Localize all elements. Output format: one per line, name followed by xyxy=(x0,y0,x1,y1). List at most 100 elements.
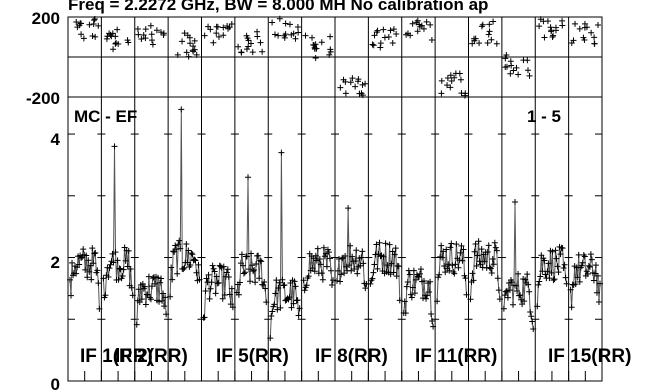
phase-point xyxy=(478,23,485,30)
amp-point xyxy=(456,257,463,264)
amp-point xyxy=(141,283,148,290)
phase-point xyxy=(591,34,598,41)
amp-point xyxy=(73,270,80,277)
phase-point xyxy=(547,24,554,31)
amp-point xyxy=(201,314,208,321)
phase-point xyxy=(108,33,115,40)
amp-point xyxy=(514,288,521,295)
amp-point xyxy=(412,276,419,283)
amp-point xyxy=(69,259,76,266)
amp-point xyxy=(87,262,94,269)
phase-point xyxy=(138,35,145,42)
phase-point xyxy=(503,52,510,59)
phase-point xyxy=(358,90,365,97)
phase-point xyxy=(286,21,293,28)
phase-point xyxy=(403,31,410,38)
amp-point xyxy=(386,241,393,248)
amp-point xyxy=(291,278,298,285)
amp-point xyxy=(268,312,275,319)
amp-point xyxy=(451,270,458,277)
amp-point xyxy=(188,250,195,257)
amp-ytick-0: 0 xyxy=(51,375,60,392)
amp-point xyxy=(96,305,103,312)
phase-point xyxy=(142,26,149,33)
phase-point xyxy=(235,43,242,50)
amp-point xyxy=(359,248,366,255)
phase-point xyxy=(78,20,85,27)
amp-point xyxy=(196,276,203,283)
phase-point xyxy=(387,27,394,34)
amp-point xyxy=(158,275,165,282)
amp-point xyxy=(169,276,176,283)
phase-point xyxy=(135,31,142,38)
phase-point xyxy=(536,23,543,30)
phase-point xyxy=(503,63,510,70)
amp-point xyxy=(68,292,75,299)
amp-series-line xyxy=(203,264,234,319)
phase-point xyxy=(447,72,454,79)
amp-point xyxy=(185,247,192,254)
if-label-6: IF 15(RR) xyxy=(548,346,631,367)
amp-point xyxy=(95,280,102,287)
amp-point xyxy=(336,256,343,263)
amp-point xyxy=(563,280,570,287)
amp-point xyxy=(328,281,335,288)
amp-point xyxy=(554,263,561,270)
phase-point xyxy=(420,25,427,32)
amp-point xyxy=(485,242,492,249)
phase-point xyxy=(201,32,208,39)
amp-point xyxy=(486,264,493,271)
amp-point xyxy=(119,273,126,280)
amp-point xyxy=(470,277,477,284)
amp-point xyxy=(453,241,460,248)
amp-point xyxy=(319,276,326,283)
amp-point xyxy=(588,256,595,263)
phase-point xyxy=(309,34,316,41)
amp-point xyxy=(545,260,552,267)
amp-point xyxy=(92,249,99,256)
amp-point xyxy=(393,273,400,280)
amp-point xyxy=(546,275,553,282)
amp-point xyxy=(405,267,412,274)
amp-point xyxy=(271,301,278,308)
phase-point xyxy=(471,37,478,44)
amp-point xyxy=(584,271,591,278)
amp-point xyxy=(211,268,218,275)
baseline-index: 1 - 5 xyxy=(527,107,561,126)
phase-point xyxy=(249,49,256,56)
amp-point xyxy=(80,246,87,253)
amp-point xyxy=(85,257,92,264)
amp-point xyxy=(163,311,170,318)
amp-point xyxy=(585,262,592,269)
amp-point xyxy=(277,304,284,311)
amp-point xyxy=(567,286,574,293)
amp-point xyxy=(592,262,599,269)
amp-point xyxy=(581,253,588,260)
amp-point xyxy=(321,253,328,260)
amp-point xyxy=(326,255,333,262)
amp-point xyxy=(323,263,330,270)
amp-point xyxy=(472,241,479,248)
phase-point xyxy=(548,28,555,35)
amp-point xyxy=(374,265,381,272)
amp-point xyxy=(114,257,121,264)
amp-point xyxy=(341,270,348,277)
amp-point xyxy=(120,266,127,273)
amp-point xyxy=(548,269,555,276)
amp-series-line xyxy=(269,152,301,339)
amp-point xyxy=(562,274,569,281)
amp-point xyxy=(260,281,267,288)
phase-point xyxy=(407,32,414,39)
phase-point xyxy=(259,48,266,55)
amp-point xyxy=(419,295,426,302)
amp-point xyxy=(267,335,274,342)
phase-point xyxy=(292,35,299,42)
amp-point xyxy=(128,284,135,291)
amp-point xyxy=(430,323,437,330)
phase-point xyxy=(181,30,188,37)
amp-point xyxy=(317,261,324,268)
amp-point xyxy=(203,275,210,282)
amp-point xyxy=(112,249,119,256)
amp-point xyxy=(512,198,519,205)
phase-point xyxy=(544,18,551,25)
